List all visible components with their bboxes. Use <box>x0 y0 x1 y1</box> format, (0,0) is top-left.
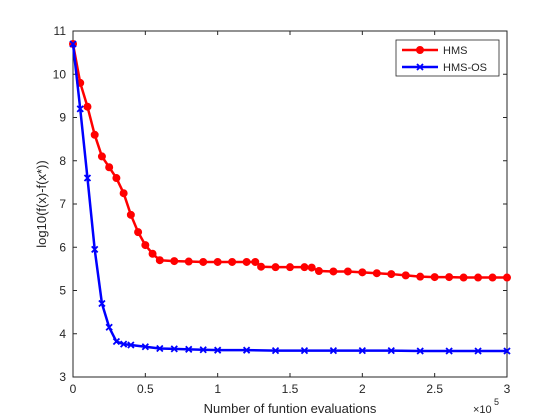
data-point <box>329 267 338 276</box>
data-point <box>474 273 483 282</box>
x-axis-label: Number of funtion evaluations <box>204 401 377 416</box>
series-hms-os <box>69 40 511 355</box>
data-point <box>372 269 381 278</box>
data-point <box>199 257 208 266</box>
data-point <box>134 228 143 237</box>
legend: HMS HMS-OS <box>395 39 500 77</box>
y-tick-label: 11 <box>54 24 67 38</box>
y-tick-label: 6 <box>59 240 66 254</box>
legend-hms-marker <box>416 46 424 54</box>
x-tick-label: 2.5 <box>426 382 443 396</box>
data-point <box>119 189 128 198</box>
data-point <box>214 346 222 354</box>
data-point <box>98 299 106 308</box>
y-tick-label: 9 <box>59 111 66 125</box>
data-point <box>416 272 425 281</box>
legend-box <box>395 39 500 77</box>
data-point <box>445 347 453 355</box>
axis-ticks: 0 0.5 1 1.5 2 2.5 3 3 4 5 6 7 8 9 10 11 <box>53 24 511 396</box>
data-point <box>112 337 121 346</box>
y-tick-label: 7 <box>59 197 66 211</box>
data-point <box>387 346 395 355</box>
data-point <box>119 340 128 348</box>
series-hms <box>69 39 511 282</box>
data-point <box>488 273 497 282</box>
y-tick-label: 3 <box>59 370 66 384</box>
data-point <box>459 273 468 282</box>
data-point <box>91 245 99 254</box>
y-axis-label: log10(f(x)-f(x*)) <box>34 160 49 247</box>
data-point <box>401 271 410 280</box>
data-point <box>185 345 193 353</box>
data-point <box>141 343 149 351</box>
plot-area <box>72 30 508 378</box>
data-point <box>257 262 266 271</box>
data-point <box>105 323 113 331</box>
data-point <box>300 346 309 355</box>
y-tick-label: 5 <box>59 284 66 298</box>
data-point <box>213 257 222 266</box>
data-point <box>112 174 121 183</box>
data-point <box>170 345 178 353</box>
data-point <box>242 257 251 266</box>
legend-hmsos-label: HMS-OS <box>443 62 487 74</box>
x-tick-label: 0 <box>70 382 77 396</box>
data-point <box>503 273 511 282</box>
legend-hms-label: HMS <box>443 45 467 57</box>
x-exponent-label: ×10 <box>473 404 492 416</box>
data-point <box>69 40 77 48</box>
x-tick-label: 1.5 <box>282 382 299 396</box>
data-point <box>445 273 454 282</box>
data-point <box>474 347 482 355</box>
x-tick-label: 2 <box>359 382 366 396</box>
data-point <box>76 105 84 113</box>
data-point <box>199 346 207 354</box>
data-point <box>155 256 164 265</box>
data-point <box>329 346 338 355</box>
data-point <box>387 270 396 279</box>
data-point <box>358 346 366 355</box>
data-point <box>314 267 323 276</box>
data-point <box>271 263 280 272</box>
data-point <box>271 346 280 355</box>
data-point <box>343 267 352 276</box>
data-point <box>90 130 99 139</box>
data-point <box>141 241 150 250</box>
data-point <box>430 273 439 282</box>
y-tick-label: 10 <box>53 67 67 81</box>
data-point <box>83 174 92 182</box>
data-point <box>416 347 424 355</box>
x-exponent-power: 5 <box>494 397 499 407</box>
legend-hmsos-marker <box>416 63 424 71</box>
y-tick-label: 8 <box>59 154 66 168</box>
data-point <box>228 257 237 266</box>
data-point <box>156 344 164 353</box>
data-point <box>503 347 511 355</box>
x-tick-label: 3 <box>504 382 511 396</box>
data-point <box>170 257 179 266</box>
data-point <box>83 102 92 111</box>
data-point <box>251 257 260 266</box>
x-tick-label: 1 <box>214 382 221 396</box>
data-point <box>105 163 114 172</box>
y-tick-label: 4 <box>59 327 66 341</box>
data-point <box>242 346 251 354</box>
data-point <box>126 210 135 219</box>
data-point <box>184 257 193 266</box>
data-point <box>358 268 367 277</box>
data-point <box>307 263 316 272</box>
data-point <box>127 341 135 349</box>
data-point <box>286 263 294 272</box>
data-point <box>300 263 309 272</box>
data-point <box>97 152 106 161</box>
data-point <box>148 249 157 258</box>
x-tick-label: 0.5 <box>137 382 154 396</box>
series-group <box>69 39 511 355</box>
